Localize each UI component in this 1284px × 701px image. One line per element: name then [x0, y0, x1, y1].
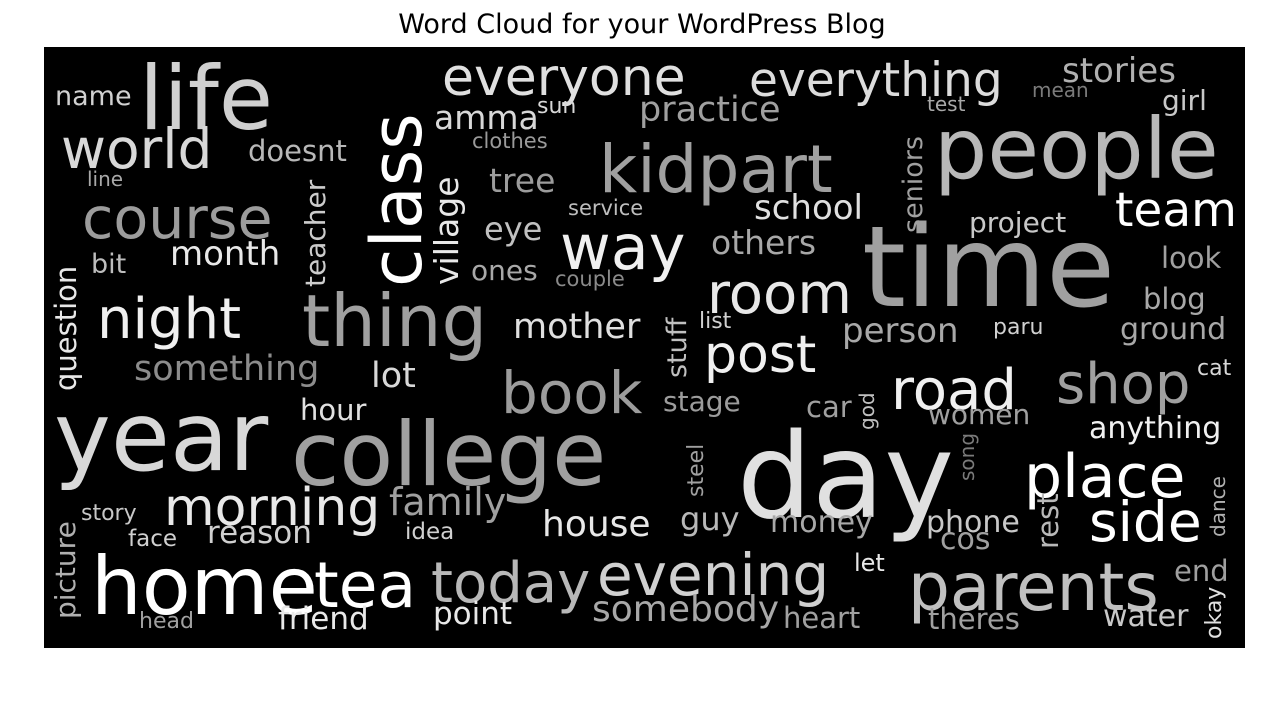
word-parents: parents	[908, 549, 1159, 626]
word-post: post	[704, 325, 817, 385]
word-anything: anything	[1089, 411, 1222, 446]
word-friend: friend	[278, 601, 369, 637]
word-side: side	[1089, 490, 1202, 554]
word-cos: cos	[940, 522, 991, 557]
word-story: story	[81, 501, 137, 526]
word-ones: ones	[471, 254, 538, 287]
word-evening: evening	[597, 541, 830, 609]
word-stuff: stuff	[662, 317, 693, 378]
word-blog: blog	[1143, 282, 1206, 316]
word-money: money	[770, 505, 873, 540]
word-everyone: everyone	[442, 48, 686, 108]
word-point: point	[433, 596, 513, 632]
word-reason: reason	[207, 515, 312, 551]
word-course: course	[82, 186, 273, 252]
word-couple: couple	[555, 267, 625, 291]
word-mean: mean	[1032, 78, 1089, 102]
word-sun: sun	[537, 94, 577, 119]
word-stage: stage	[663, 385, 741, 418]
word-service: service	[568, 196, 644, 220]
word-car: car	[806, 390, 852, 424]
word-place: place	[1024, 442, 1186, 512]
word-theres: theres	[928, 602, 1020, 636]
word-rest: rest	[1031, 493, 1065, 549]
word-mother: mother	[513, 307, 641, 347]
word-list: list	[699, 309, 732, 334]
word-something: something	[134, 349, 320, 389]
word-project: project	[969, 206, 1067, 239]
word-way: way	[560, 211, 686, 284]
word-test: test	[927, 92, 966, 116]
word-look: look	[1161, 241, 1222, 275]
word-stories: stories	[1062, 51, 1176, 91]
word-paru: paru	[993, 315, 1044, 340]
word-song: song	[955, 432, 979, 481]
word-guy: guy	[680, 500, 740, 538]
word-tree: tree	[489, 161, 556, 200]
word-steel: steel	[684, 443, 709, 497]
word-phone: phone	[926, 505, 1020, 540]
word-shop: shop	[1056, 352, 1191, 417]
word-girl: girl	[1162, 84, 1207, 117]
word-life: life	[139, 47, 274, 150]
word-head: head	[139, 609, 194, 634]
word-amma: amma	[434, 98, 539, 137]
word-tea: tea	[314, 549, 417, 622]
word-cat: cat	[1197, 356, 1232, 381]
word-water: water	[1103, 599, 1189, 634]
word-let: let	[854, 549, 885, 577]
word-eye: eye	[484, 210, 543, 248]
word-school: school	[754, 188, 864, 228]
word-house: house	[542, 504, 651, 545]
word-teacher: teacher	[299, 179, 332, 287]
word-dance: dance	[1206, 476, 1230, 537]
word-person: person	[842, 311, 959, 351]
word-okay: okay	[1202, 586, 1227, 639]
word-world: world	[61, 117, 213, 181]
word-hour: hour	[300, 393, 367, 427]
word-year: year	[54, 381, 269, 493]
word-question: question	[49, 265, 83, 391]
word-end: end	[1174, 554, 1229, 588]
word-face: face	[128, 526, 177, 552]
word-class: class	[356, 113, 438, 287]
word-ground: ground	[1120, 312, 1227, 347]
word-day: day	[737, 407, 955, 545]
word-line: line	[87, 167, 124, 191]
word-practice: practice	[639, 90, 781, 130]
word-road: road	[891, 358, 1017, 423]
word-village: village	[427, 176, 466, 285]
word-family: family	[389, 480, 507, 524]
word-picture: picture	[49, 521, 82, 619]
word-team: team	[1115, 183, 1237, 238]
word-kidpart: kidpart	[599, 131, 833, 208]
word-college: college	[291, 403, 607, 506]
word-home: home	[91, 540, 318, 633]
word-somebody: somebody	[592, 589, 780, 630]
word-idea: idea	[405, 519, 455, 545]
word-time: time	[862, 203, 1116, 333]
word-cloud: life class everyone everything stories m…	[44, 47, 1245, 648]
word-morning: morning	[164, 478, 381, 538]
word-book: book	[501, 359, 643, 427]
word-room: room	[707, 262, 852, 327]
word-people: people	[934, 100, 1219, 198]
word-night: night	[97, 287, 242, 352]
word-others: others	[711, 223, 817, 262]
word-today: today	[431, 551, 591, 616]
word-name: name	[55, 81, 132, 112]
word-everything: everything	[749, 53, 1003, 108]
word-bit: bit	[91, 249, 127, 280]
word-lot: lot	[371, 356, 416, 396]
word-thing: thing	[302, 279, 488, 363]
word-month: month	[170, 234, 281, 274]
word-women: women	[928, 398, 1031, 431]
word-clothes: clothes	[472, 129, 548, 153]
word-doesnt: doesnt	[248, 134, 347, 168]
chart-title: Word Cloud for your WordPress Blog	[398, 9, 886, 40]
word-heart: heart	[783, 601, 861, 635]
